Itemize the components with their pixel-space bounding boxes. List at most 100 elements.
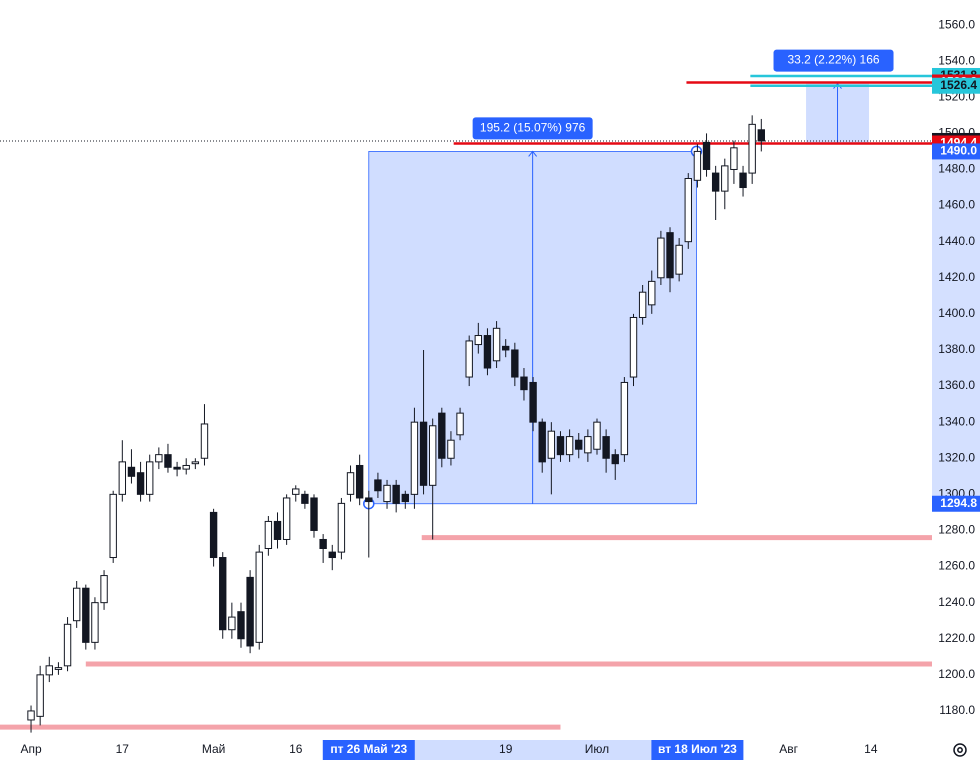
measure-label-bg — [472, 117, 593, 140]
y-tick-label: 1400.0 — [938, 306, 975, 320]
candle-body — [63, 623, 72, 667]
y-tick-label: 1180.0 — [939, 703, 975, 717]
y-tick-label: 1220.0 — [938, 631, 975, 645]
y-tick-label: 1420.0 — [938, 270, 975, 284]
candle-body — [529, 381, 537, 423]
candle-body — [45, 665, 53, 676]
candle-body — [346, 472, 355, 495]
candle-body — [392, 484, 400, 504]
time-marker-label: вт 18 Июл '23 — [658, 742, 737, 756]
candle-body — [136, 472, 145, 495]
candle-body — [292, 488, 300, 495]
x-tick-label: Июл — [585, 742, 609, 756]
candle-body — [410, 421, 419, 495]
candle-body — [620, 381, 629, 456]
y-tick-label: 1340.0 — [938, 414, 975, 428]
x-tick-label: 14 — [864, 742, 878, 756]
candle-body — [502, 345, 510, 351]
candle-body — [684, 178, 692, 243]
x-tick-label: Апр — [20, 742, 42, 756]
y-tick-label: 1240.0 — [938, 595, 975, 609]
candle-body — [438, 412, 446, 459]
candle-body — [611, 454, 619, 465]
candle-body — [273, 520, 282, 540]
price-marker-label: 1294.8 — [940, 496, 977, 510]
y-tick-label: 1560.0 — [938, 17, 975, 31]
x-tick-label: 19 — [499, 742, 513, 756]
candle-body — [711, 172, 720, 192]
candle-body — [702, 141, 711, 170]
candle-body — [447, 439, 455, 459]
candle-body — [319, 538, 327, 550]
candle-body — [648, 280, 656, 306]
candle-body — [182, 464, 190, 470]
measure-label: 195.2 (15.07%) 976 — [480, 121, 586, 135]
candle-body — [638, 291, 647, 318]
price-marker-label: 1490.0 — [940, 144, 977, 158]
candle-body — [657, 237, 665, 279]
x-tick-label: 16 — [289, 742, 303, 756]
candle-body — [191, 461, 200, 465]
measure-arrow-head — [528, 150, 538, 157]
measure-label: 33.2 (2.22%) 166 — [787, 53, 879, 67]
gear-ring — [953, 743, 967, 757]
measure-label-bg — [773, 49, 894, 72]
y-tick-label: 1200.0 — [938, 667, 975, 681]
candle-body — [602, 436, 610, 459]
candle-body — [328, 551, 336, 559]
x-tick-label: Авг — [779, 742, 798, 756]
y-tick-label: 1260.0 — [938, 559, 975, 573]
candle-body — [27, 710, 35, 721]
candle-body — [200, 423, 209, 459]
candle-body — [219, 557, 227, 631]
x-tick-label: 17 — [116, 742, 130, 756]
candle-body — [511, 349, 519, 378]
candle-body — [264, 520, 273, 550]
candle-body — [36, 674, 44, 717]
candle-body — [337, 502, 346, 553]
candle-body — [575, 439, 583, 450]
candle-body — [547, 430, 556, 459]
candle-body — [228, 616, 236, 631]
time-axis-highlight — [323, 740, 743, 760]
candle-body — [282, 497, 291, 540]
candle-body — [310, 497, 318, 531]
candle-body — [629, 316, 638, 378]
candle-body — [419, 421, 428, 486]
candle-body — [155, 454, 163, 463]
candle-body — [82, 587, 90, 643]
candle-body — [109, 493, 117, 559]
y-tick-label: 1440.0 — [938, 234, 975, 248]
candle-body — [173, 466, 181, 470]
y-tick-label: 1380.0 — [938, 342, 975, 356]
candle-body — [365, 497, 373, 503]
candle-body — [209, 511, 218, 559]
candle-body — [383, 484, 391, 503]
candle-body — [492, 327, 501, 362]
time-marker — [651, 740, 744, 760]
candle-body — [237, 611, 245, 640]
candle-body — [72, 587, 81, 622]
y-tick-label: 1320.0 — [938, 450, 975, 464]
y-tick-label: 1460.0 — [938, 198, 975, 212]
candle-body — [593, 421, 601, 450]
candle-body — [164, 454, 172, 468]
candle-body — [54, 667, 63, 670]
candle-body — [246, 576, 254, 647]
candle-body — [666, 232, 674, 279]
candle-body — [739, 172, 747, 189]
candle-body — [428, 425, 437, 486]
gear-hub — [957, 747, 963, 753]
candle-body — [401, 493, 409, 503]
settings-icon[interactable] — [953, 743, 967, 757]
candle-body — [255, 551, 263, 643]
candle-body — [721, 165, 729, 192]
candle-body — [456, 412, 464, 436]
candle-body — [730, 147, 738, 170]
candle-body — [556, 436, 565, 456]
candle-body — [301, 493, 309, 504]
candle-body — [91, 602, 99, 643]
time-marker-label: пт 26 Май '23 — [330, 742, 407, 756]
y-tick-label: 1360.0 — [938, 378, 975, 392]
candle-body — [118, 461, 127, 495]
